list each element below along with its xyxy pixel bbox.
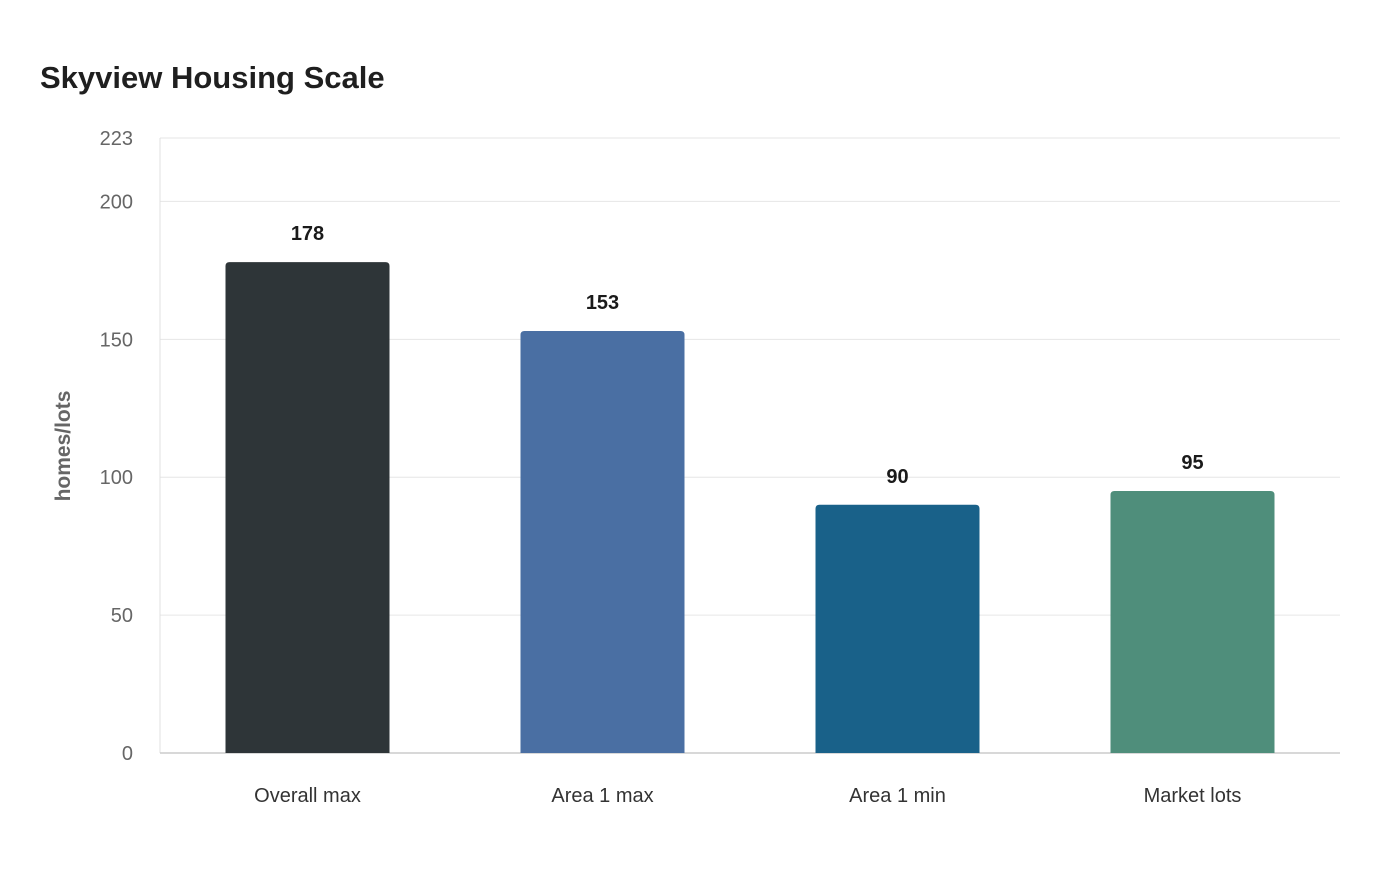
y-axis-label: homes/lots — [52, 391, 75, 502]
bar-market-lots — [1110, 491, 1275, 753]
y-tick-labels: 0 50 100 150 200 223 — [100, 128, 133, 765]
y-tick-label: 150 — [100, 329, 133, 351]
x-tick-label: Market lots — [1144, 785, 1242, 807]
y-tick-label: 50 — [111, 605, 133, 627]
data-label: 153 — [586, 292, 619, 314]
data-label: 178 — [291, 223, 324, 245]
x-tick-label: Overall max — [254, 785, 361, 807]
x-tick-label: Area 1 max — [551, 785, 653, 807]
chart-title: Skyview Housing Scale — [40, 60, 385, 95]
data-label: 90 — [886, 466, 908, 488]
y-tick-label: 100 — [100, 467, 133, 489]
bar-overall-max — [225, 262, 390, 753]
data-labels: 178 153 90 95 — [291, 223, 1204, 488]
x-tick-label: Area 1 min — [849, 785, 946, 807]
bar-area-1-max — [520, 331, 685, 753]
y-tick-label: 200 — [100, 191, 133, 213]
bar-area-1-min — [815, 504, 980, 753]
data-label: 95 — [1181, 452, 1203, 474]
bars — [225, 262, 1275, 753]
y-tick-label: 0 — [122, 743, 133, 765]
y-tick-label: 223 — [100, 128, 133, 150]
x-tick-labels: Overall max Area 1 max Area 1 min Market lo… — [254, 785, 1241, 807]
